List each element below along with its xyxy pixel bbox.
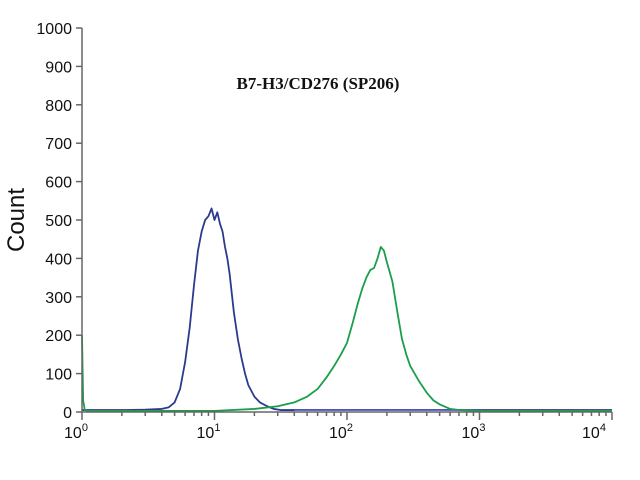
y-tick-label: 500 xyxy=(45,213,72,230)
x-axis-ticks: 100 101 102 103 104 xyxy=(64,412,613,442)
x-tick-label: 104 xyxy=(582,422,606,442)
x-tick-label: 100 xyxy=(64,422,88,442)
y-tick-label: 1000 xyxy=(36,21,72,38)
y-tick-label: 0 xyxy=(63,405,72,422)
x-tick-label: 102 xyxy=(329,422,353,442)
series-line-0 xyxy=(82,207,612,411)
x-tick-label: 103 xyxy=(462,422,486,442)
y-axis-ticks: 0 100 200 300 400 500 600 700 800 900 1000 xyxy=(36,21,82,422)
chart-title: B7-H3/CD276 (SP206) xyxy=(237,74,400,93)
y-axis-label: Count xyxy=(3,188,30,252)
y-tick-label: 900 xyxy=(45,59,72,76)
y-tick-label: 300 xyxy=(45,290,72,307)
series-layer xyxy=(81,207,612,412)
series-line-1 xyxy=(81,245,612,412)
y-tick-label: 100 xyxy=(45,367,72,384)
y-tick-label: 600 xyxy=(45,175,72,192)
x-tick-label: 101 xyxy=(197,422,221,442)
y-tick-label: 400 xyxy=(45,251,72,268)
y-tick-label: 700 xyxy=(45,136,72,153)
y-tick-label: 200 xyxy=(45,328,72,345)
y-tick-label: 800 xyxy=(45,98,72,115)
